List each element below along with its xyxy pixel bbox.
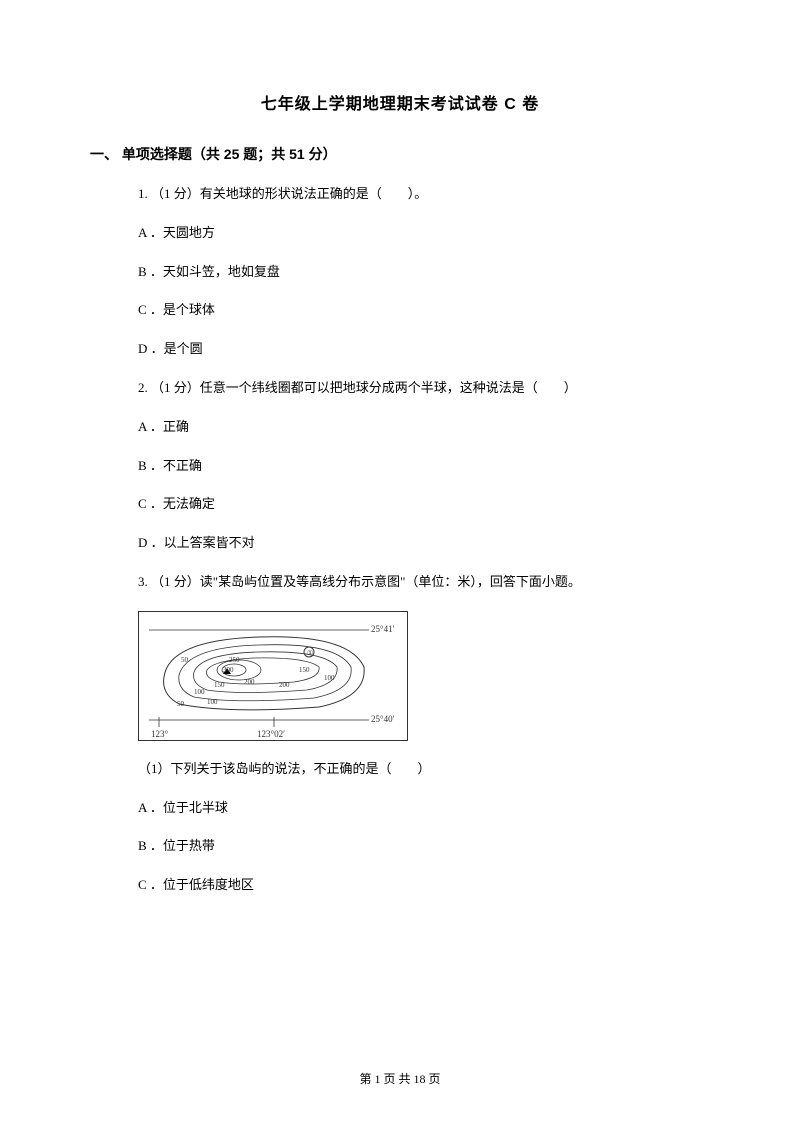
option-2a: A ．正确 — [90, 417, 710, 438]
footer-total-pages: 18 — [414, 1072, 426, 1086]
question-text: 有关地球的形状说法正确的是（ ）。 — [200, 186, 428, 201]
question-text: 读"某岛屿位置及等高线分布示意图"（单位：米），回答下面小题。 — [200, 574, 581, 589]
question-points: （1 分） — [151, 574, 200, 589]
option-text: 不正确 — [163, 458, 202, 473]
svg-text:123°: 123° — [151, 729, 169, 739]
question-1: 1. （1 分）有关地球的形状说法正确的是（ ）。 — [90, 184, 710, 205]
map-svg: ① 25°41′ 25°40′ 123° 123°02′ 50 100 150 … — [139, 612, 408, 741]
option-2d: D ．以上答案皆不对 — [90, 533, 710, 554]
option-text: 天圆地方 — [163, 225, 215, 240]
svg-text:150: 150 — [214, 681, 225, 689]
section-number: 一、 — [90, 146, 118, 162]
question-number: 1. — [138, 186, 148, 201]
svg-text:①: ① — [307, 649, 313, 657]
option-2c: C ．无法确定 — [90, 494, 710, 515]
option-text: 位于热带 — [163, 838, 215, 853]
page-title: 七年级上学期地理期末考试试卷 C 卷 — [90, 90, 710, 114]
option-label: B ． — [138, 838, 163, 853]
option-text: 位于低纬度地区 — [163, 877, 254, 892]
svg-text:250: 250 — [229, 656, 240, 664]
option-2b: B ．不正确 — [90, 456, 710, 477]
question-3: 3. （1 分）读"某岛屿位置及等高线分布示意图"（单位：米），回答下面小题。 — [90, 572, 710, 593]
sub-question-text: 下列关于该岛屿的说法，不正确的是（ ） — [171, 761, 431, 776]
svg-text:100: 100 — [207, 698, 218, 706]
map-figure-container: ① 25°41′ 25°40′ 123° 123°02′ 50 100 150 … — [90, 611, 710, 741]
option-label: B ． — [138, 264, 163, 279]
option-label: A ． — [138, 419, 163, 434]
option-text: 是个圆 — [164, 341, 203, 356]
svg-text:200: 200 — [244, 678, 255, 686]
contour-map-image: ① 25°41′ 25°40′ 123° 123°02′ 50 100 150 … — [138, 611, 408, 741]
svg-text:50: 50 — [181, 656, 189, 664]
option-label: A ． — [138, 225, 163, 240]
option-text: 是个球体 — [163, 302, 215, 317]
question-2: 2. （1 分）任意一个纬线圈都可以把地球分成两个半球，这种说法是（ ） — [90, 378, 710, 399]
footer-suffix: 页 — [426, 1072, 441, 1086]
option-3-1c: C ．位于低纬度地区 — [90, 875, 710, 896]
svg-text:50: 50 — [177, 700, 185, 708]
svg-text:25°41′: 25°41′ — [371, 624, 395, 634]
svg-text:100: 100 — [324, 674, 335, 682]
option-label: D ． — [138, 341, 164, 356]
svg-text:200: 200 — [279, 681, 290, 689]
section-name: 单项选择题 — [122, 146, 192, 162]
svg-text:25°40′: 25°40′ — [371, 714, 395, 724]
section-header: 一、 单项选择题（共 25 题；共 51 分） — [90, 144, 710, 164]
option-label: A ． — [138, 800, 163, 815]
option-1d: D ．是个圆 — [90, 339, 710, 360]
option-text: 正确 — [163, 419, 189, 434]
option-1c: C ．是个球体 — [90, 300, 710, 321]
option-text: 无法确定 — [163, 496, 215, 511]
option-3-1b: B ．位于热带 — [90, 836, 710, 857]
question-points: （1 分） — [151, 380, 200, 395]
question-number: 2. — [138, 380, 148, 395]
option-1b: B ．天如斗笠，地如复盘 — [90, 262, 710, 283]
sub-question-number: （1） — [138, 761, 171, 776]
option-3-1a: A ．位于北半球 — [90, 798, 710, 819]
question-number: 3. — [138, 574, 148, 589]
footer-prefix: 第 — [359, 1072, 374, 1086]
page-footer: 第 1 页 共 18 页 — [0, 1070, 800, 1087]
section-detail: （共 25 题；共 51 分） — [192, 146, 337, 162]
question-points: （1 分） — [151, 186, 200, 201]
sub-question-3-1: （1）下列关于该岛屿的说法，不正确的是（ ） — [90, 759, 710, 780]
svg-text:300: 300 — [223, 666, 234, 674]
option-text: 以上答案皆不对 — [164, 535, 255, 550]
svg-text:100: 100 — [194, 688, 205, 696]
question-text: 任意一个纬线圈都可以把地球分成两个半球，这种说法是（ ） — [200, 380, 577, 395]
option-label: C ． — [138, 877, 163, 892]
option-label: D ． — [138, 535, 164, 550]
footer-middle: 页 共 — [380, 1072, 413, 1086]
svg-text:123°02′: 123°02′ — [257, 729, 285, 739]
option-label: C ． — [138, 496, 163, 511]
option-text: 天如斗笠，地如复盘 — [163, 264, 280, 279]
option-1a: A ．天圆地方 — [90, 223, 710, 244]
option-text: 位于北半球 — [163, 800, 228, 815]
svg-text:150: 150 — [299, 666, 310, 674]
option-label: C ． — [138, 302, 163, 317]
option-label: B ． — [138, 458, 163, 473]
